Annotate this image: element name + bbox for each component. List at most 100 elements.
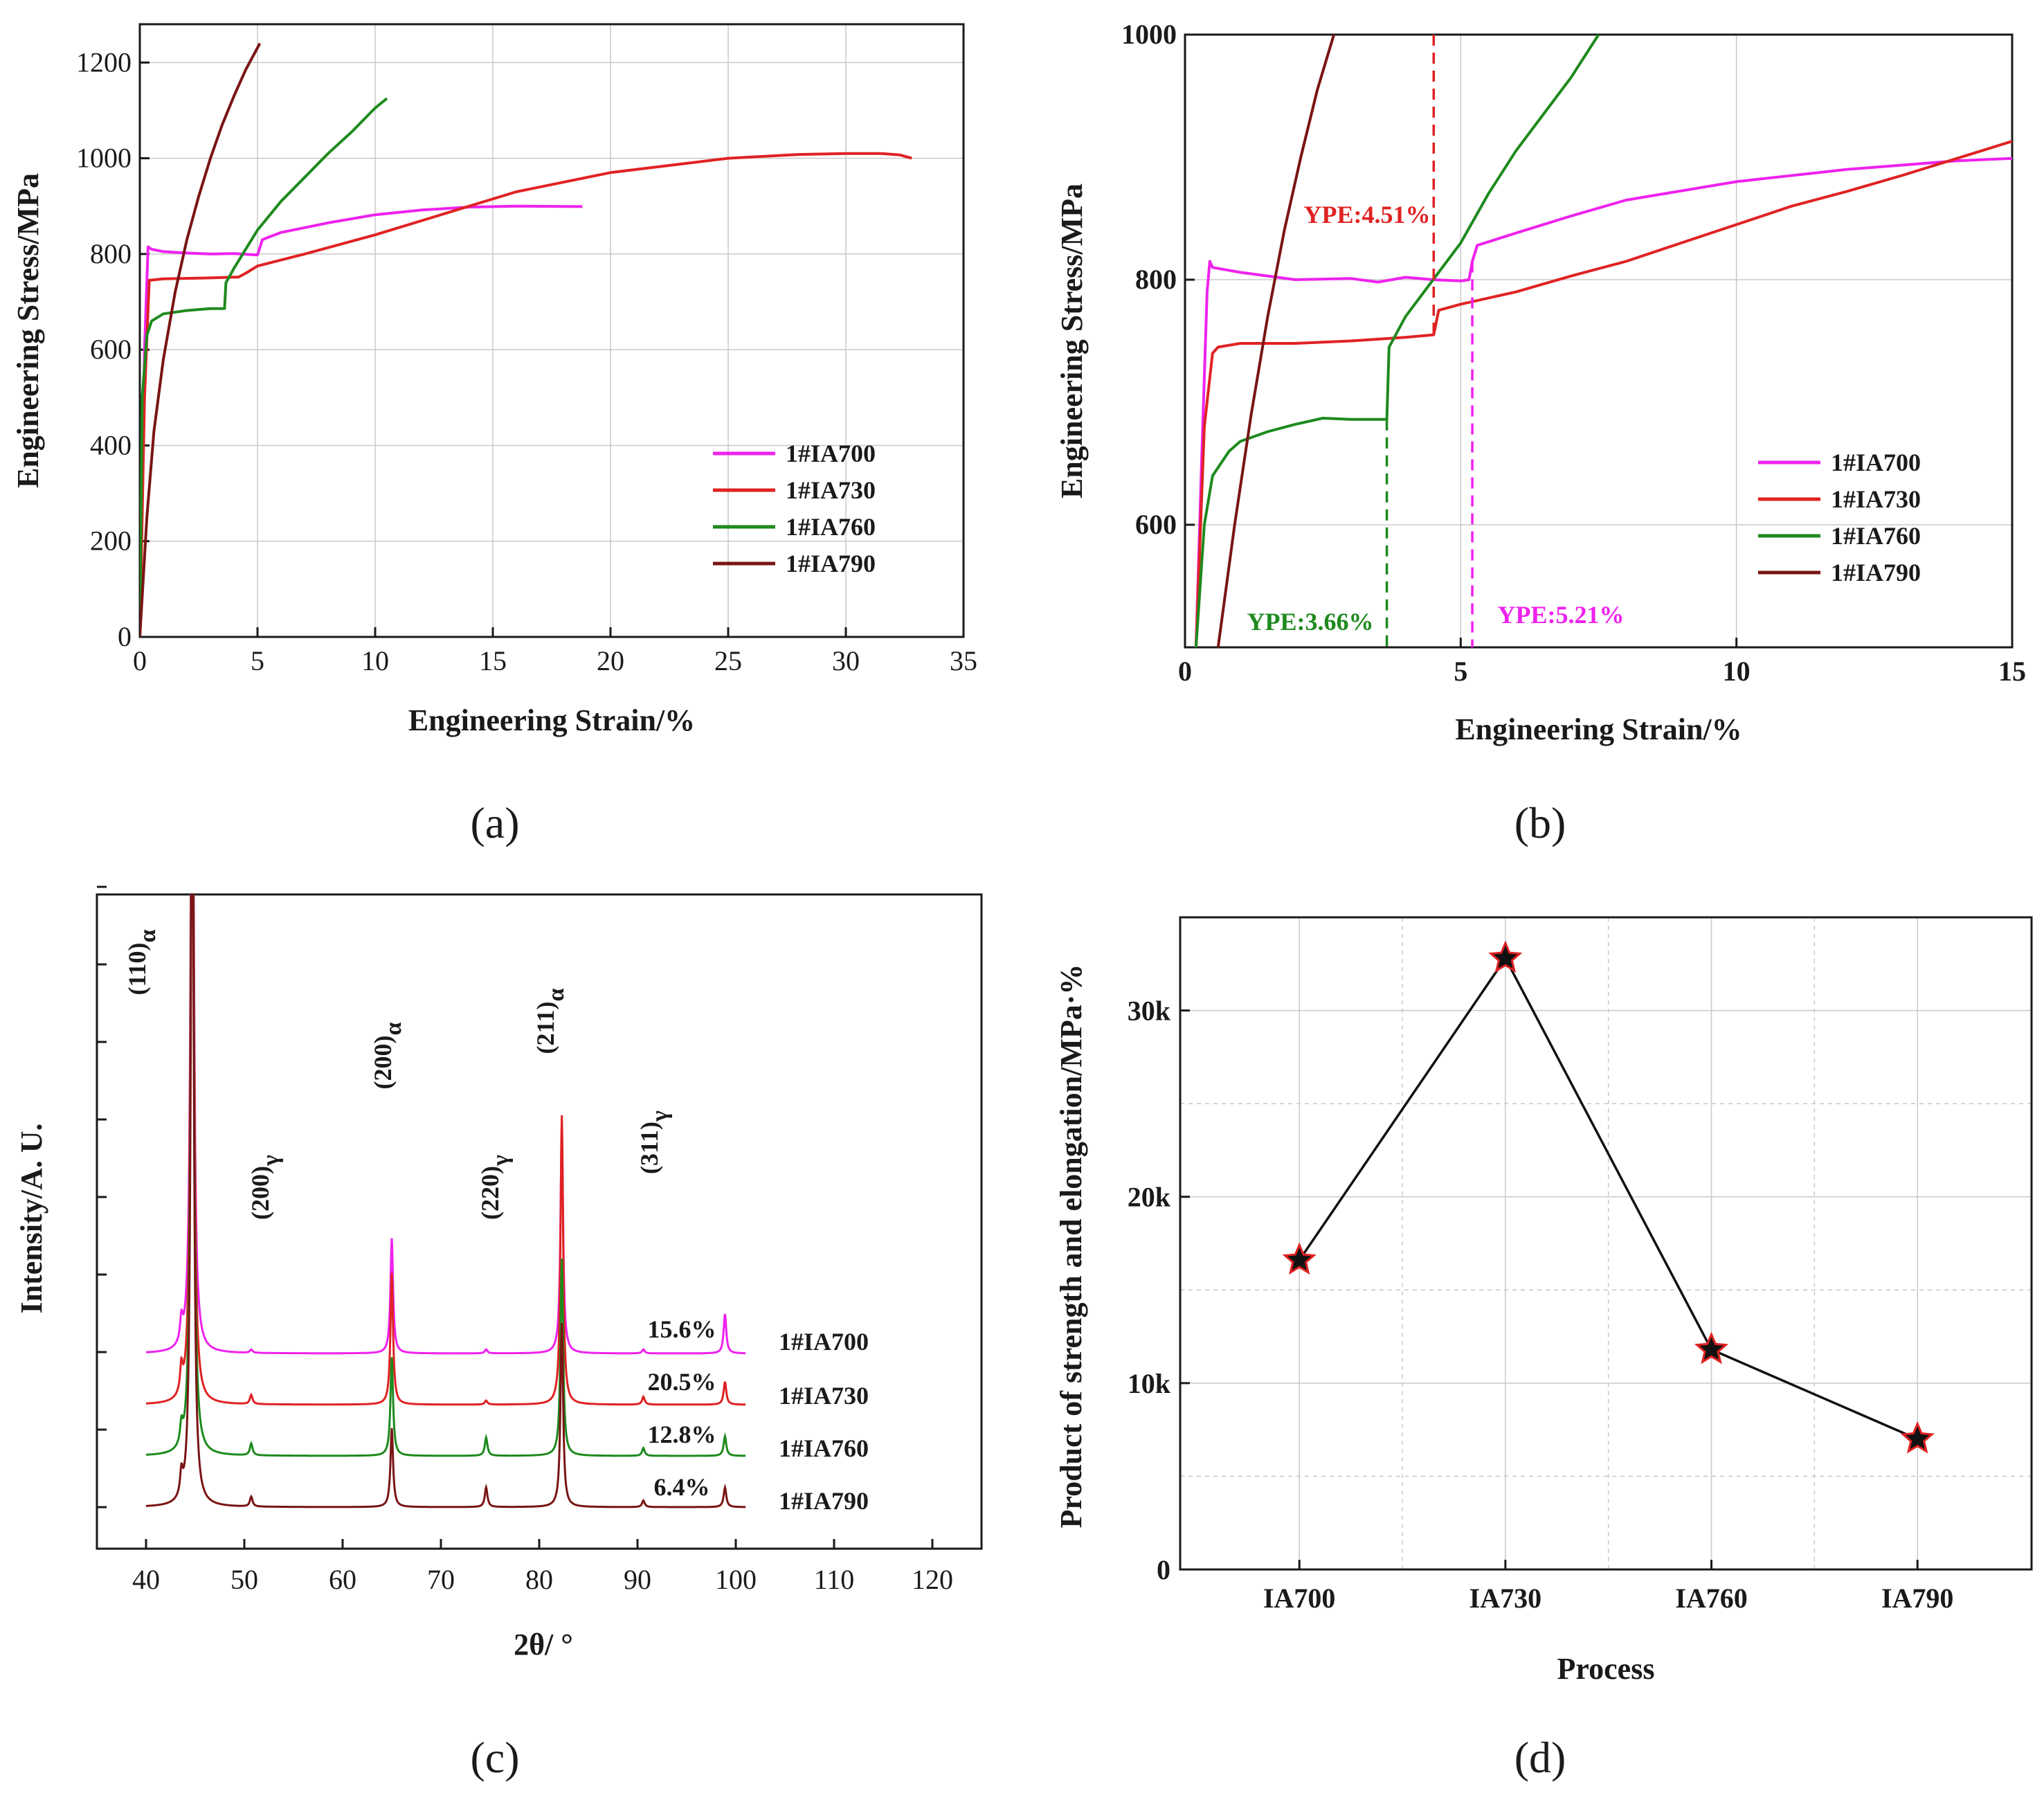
panel-c-x-tick-label: 50 xyxy=(230,1564,258,1595)
panel-c-series-label-ia760: 1#IA760 xyxy=(779,1434,869,1462)
panel-b-y-axis-title: Engineering Stress/MPa xyxy=(1055,183,1089,498)
panel-c-series-label-ia700: 1#IA700 xyxy=(779,1328,869,1356)
panel-c-xrd-pattern-chart: 40 50 60 70 80 90 100 110 120 15.6% 1#IA700 20.5% 1#… xyxy=(15,885,983,1662)
panel-a-x-tick-label: 20 xyxy=(597,645,624,676)
panel-a-x-tick-label: 35 xyxy=(950,645,977,676)
panel-a-y-tick-label: 200 xyxy=(90,525,132,557)
panel-d-star-marker-ia730 xyxy=(1488,940,1523,973)
panel-a-series-ia790 xyxy=(140,42,262,637)
panel-a-x-tick-label: 10 xyxy=(361,645,389,676)
panel-d-x-tick-label: IA700 xyxy=(1263,1583,1335,1614)
panel-c-x-tick-label: 120 xyxy=(912,1564,953,1595)
panel-b-legend-entry-ia790: 1#IA790 xyxy=(1831,559,1921,586)
panel-b-x-tick-label: 0 xyxy=(1178,656,1192,687)
panel-c-x-tick-label: 70 xyxy=(427,1564,455,1595)
panel-b-zoomed-stress-strain-chart: 0 5 10 15 600 800 1000 YPE:4.51% YPE:3.66% YPE:5.… xyxy=(1055,19,2026,746)
panel-c-peak-label: (311)γ xyxy=(635,1110,673,1174)
panel-c-x-tick-label: 100 xyxy=(715,1564,757,1595)
panel-a-y-tick-label: 1200 xyxy=(76,46,132,78)
panel-d-y-tick-label: 30k xyxy=(1128,996,1171,1027)
panel-b-series-ia760 xyxy=(1194,35,1600,647)
panel-c-series-ia790 xyxy=(145,894,746,1509)
panel-d-plot-frame xyxy=(1179,916,2033,1571)
panel-d-star-marker-ia760 xyxy=(1694,1331,1729,1365)
panel-a-x-axis-title: Engineering Strain/% xyxy=(408,703,695,737)
panel-d-star-marker-ia790 xyxy=(1900,1421,1935,1454)
panel-b-y-tick-label: 600 xyxy=(1135,509,1177,540)
panel-d-y-tick-label: 0 xyxy=(1157,1554,1170,1585)
panel-c-x-tick-label: 80 xyxy=(525,1564,553,1595)
panel-c-x-tick-label: 40 xyxy=(132,1564,160,1595)
panel-c-austenite-label-ia700: 15.6% xyxy=(648,1315,716,1343)
panel-a-x-tick-label: 5 xyxy=(251,645,264,676)
panel-b-y-tick-label: 1000 xyxy=(1121,19,1177,50)
panel-b-legend-entry-ia760: 1#IA760 xyxy=(1831,522,1921,550)
panel-d-label: (d) xyxy=(1514,1733,1566,1782)
panel-d-x-tick-label: IA760 xyxy=(1675,1583,1747,1614)
panel-b-x-axis-title: Engineering Strain/% xyxy=(1455,712,1742,746)
panel-d-y-tick-label: 20k xyxy=(1128,1182,1171,1213)
panel-c-peak-label: (220)γ xyxy=(476,1155,514,1220)
panel-b-label: (b) xyxy=(1514,798,1566,847)
panel-a-series-ia760 xyxy=(140,97,388,637)
panel-a-legend-entry-ia730: 1#IA730 xyxy=(786,476,876,504)
panel-c-peak-label: (200)α xyxy=(369,1023,406,1090)
panel-d-series-line xyxy=(1298,955,1918,1441)
panel-b-ype-label-ia760: YPE:3.66% xyxy=(1247,608,1374,636)
panel-a-y-tick-label: 400 xyxy=(90,429,132,460)
panel-c-series-ia760 xyxy=(145,894,746,1457)
panel-c-peak-label: (211)α xyxy=(532,988,569,1054)
panel-c-label: (c) xyxy=(470,1733,519,1782)
panel-c-austenite-label-ia760: 12.8% xyxy=(648,1421,716,1448)
panel-c-series-group xyxy=(145,894,746,1509)
panel-b-ype-label-ia730: YPE:4.51% xyxy=(1304,201,1431,228)
panel-c-x-tick-label: 60 xyxy=(329,1564,356,1595)
panel-c-x-axis-title: 2θ/ ° xyxy=(514,1628,573,1662)
panel-b-x-tick-label: 5 xyxy=(1454,656,1467,687)
panel-b-x-tick-label: 10 xyxy=(1723,656,1751,687)
panel-a-legend-entry-ia760: 1#IA760 xyxy=(786,513,876,541)
panel-a-label: (a) xyxy=(470,798,519,847)
panel-c-y-axis-title: Intensity/A. U. xyxy=(15,1123,48,1313)
panel-c-austenite-label-ia790: 6.4% xyxy=(654,1473,710,1501)
panel-a-y-tick-label: 0 xyxy=(118,621,132,652)
panel-a-y-axis-title: Engineering Stress/MPa xyxy=(11,173,45,488)
panel-a-x-tick-label: 25 xyxy=(714,645,742,676)
panel-c-peak-label: (200)γ xyxy=(246,1155,284,1220)
panel-b-series-ia730 xyxy=(1194,140,2012,647)
panel-b-x-tick-label: 15 xyxy=(1998,656,2026,687)
panel-a-series-group xyxy=(140,42,912,637)
panel-b-legend-entry-ia700: 1#IA700 xyxy=(1831,449,1921,476)
panel-d-y-tick-label: 10k xyxy=(1128,1368,1171,1399)
panel-c-series-ia700 xyxy=(145,894,746,1355)
panel-b-ype-label-ia700: YPE:5.21% xyxy=(1498,601,1625,629)
panel-a-y-tick-label: 1000 xyxy=(76,143,132,174)
plot-frame xyxy=(138,23,965,638)
panel-d-y-axis-title: Product of strength and elongation/MPa·% xyxy=(1054,964,1088,1529)
panel-b-legend-entry-ia730: 1#IA730 xyxy=(1831,485,1921,513)
panel-c-series-label-ia730: 1#IA730 xyxy=(779,1382,869,1410)
panel-d-x-tick-label: IA790 xyxy=(1881,1583,1953,1614)
panel-c-peak-label: (110)α xyxy=(123,929,161,995)
panel-b-y-tick-label: 800 xyxy=(1135,264,1177,295)
panel-a-legend-entry-ia700: 1#IA700 xyxy=(786,440,876,467)
panel-c-x-tick-label: 110 xyxy=(814,1564,855,1595)
panel-d-star-marker-ia700 xyxy=(1282,1242,1317,1275)
panel-a-x-tick-label: 30 xyxy=(832,645,860,676)
panel-c-austenite-label-ia730: 20.5% xyxy=(648,1368,716,1396)
panel-b-series-ia700 xyxy=(1194,156,2012,647)
panel-a-stress-strain-chart: 0 5 10 15 20 25 30 35 0 200 400 600 800 1000 1200 1#IA7… xyxy=(11,23,977,737)
panel-d-x-tick-label: IA730 xyxy=(1469,1583,1541,1614)
panel-b-series-group xyxy=(1194,35,2012,647)
panel-c-series-ia730 xyxy=(146,894,746,1406)
panel-a-y-tick-label: 800 xyxy=(90,238,132,269)
panel-b-series-ia790 xyxy=(1216,35,1336,647)
panel-a-y-tick-label: 600 xyxy=(90,334,132,365)
panel-a-x-tick-label: 0 xyxy=(133,645,147,676)
panel-d-x-axis-title: Process xyxy=(1557,1652,1655,1686)
panel-c-x-tick-label: 90 xyxy=(624,1564,651,1595)
panel-a-legend-entry-ia790: 1#IA790 xyxy=(786,550,876,577)
panel-a-x-tick-label: 15 xyxy=(479,645,507,676)
panel-d-strength-elongation-product-chart: 0 10k 20k 30k IA700 IA730 IA760 IA790 Process Pro… xyxy=(1054,916,2033,1686)
